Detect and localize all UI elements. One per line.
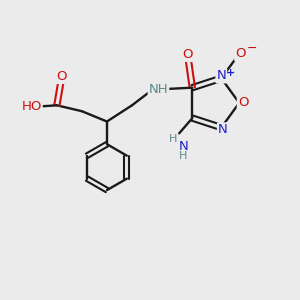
Text: N: N <box>218 123 228 136</box>
Text: HO: HO <box>21 100 42 113</box>
Text: +: + <box>226 68 236 78</box>
Text: H: H <box>169 134 177 144</box>
Text: O: O <box>56 70 67 83</box>
Text: H: H <box>179 151 188 161</box>
Text: NH: NH <box>149 82 168 96</box>
Text: O: O <box>235 47 246 60</box>
Text: N: N <box>178 140 188 153</box>
Text: O: O <box>183 48 193 61</box>
Text: −: − <box>247 42 257 55</box>
Text: N: N <box>216 69 226 82</box>
Text: O: O <box>238 96 248 110</box>
